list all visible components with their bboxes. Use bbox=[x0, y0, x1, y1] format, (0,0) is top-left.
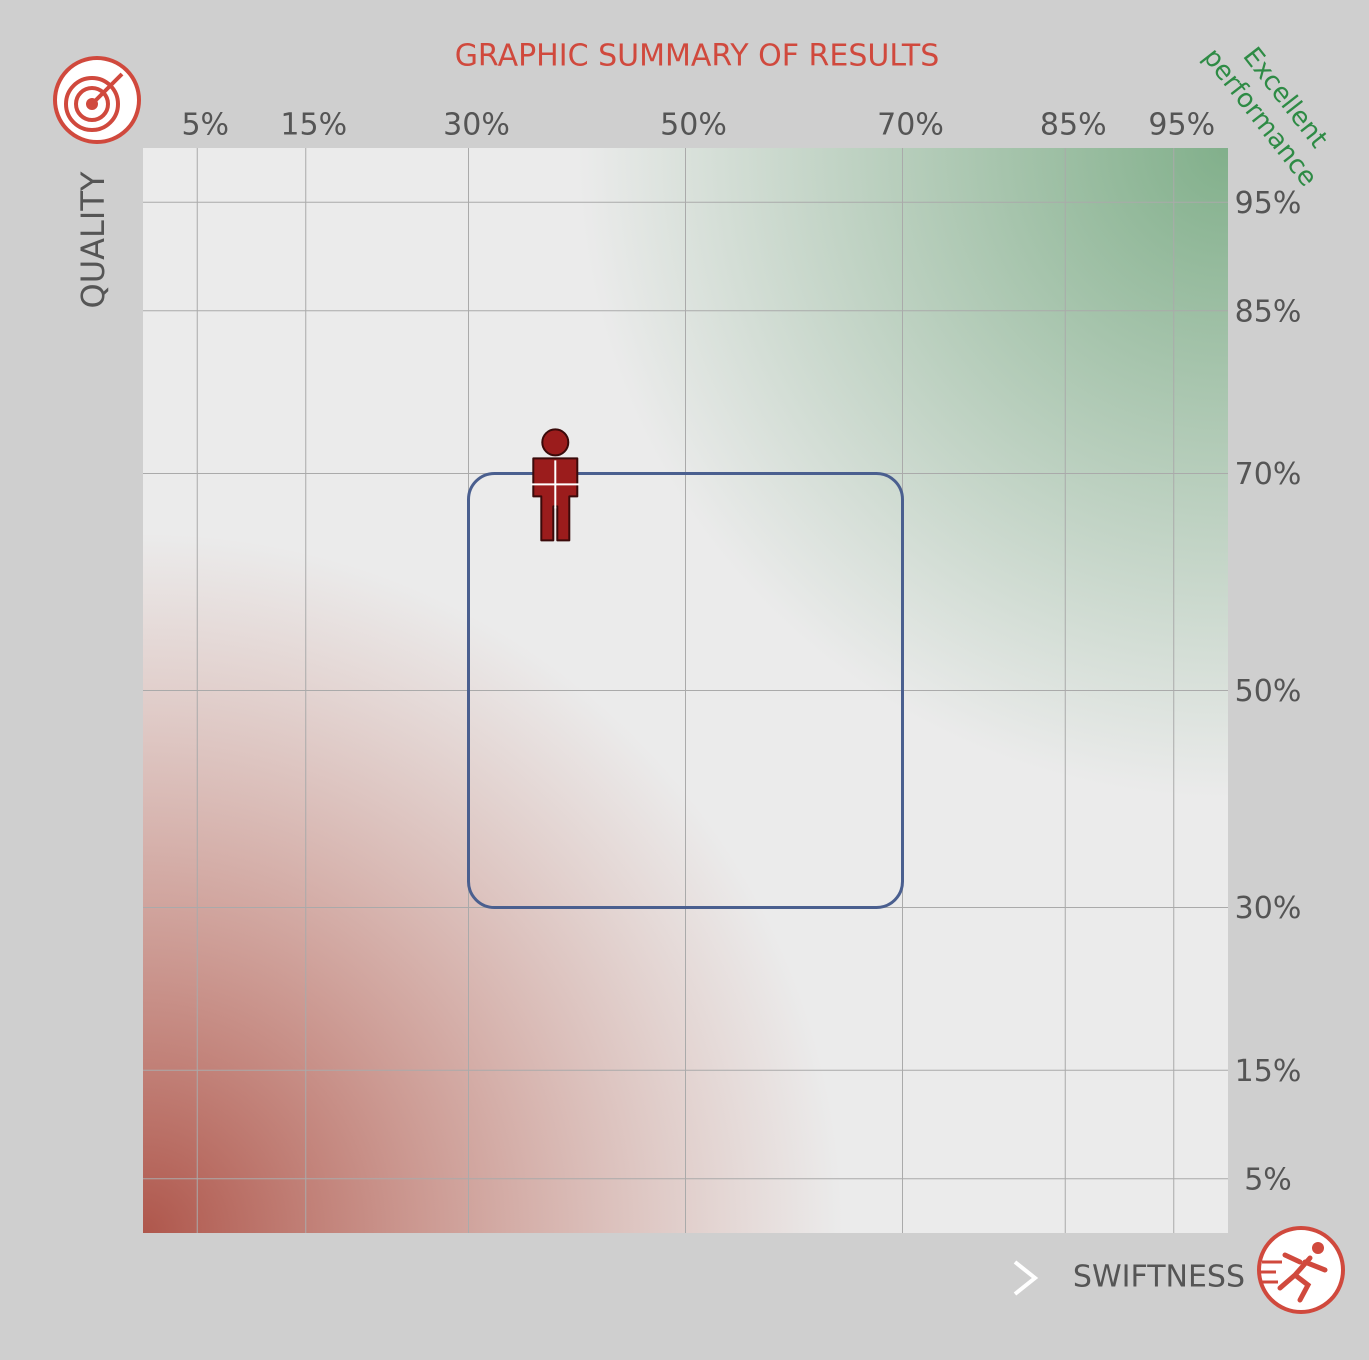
y-tick-label: 50% bbox=[1235, 674, 1302, 709]
x-tick-label: 15% bbox=[280, 108, 347, 143]
x-tick-label: 85% bbox=[1040, 108, 1107, 143]
y-axis-label: QUALITY bbox=[74, 171, 112, 308]
x-tick-label: 50% bbox=[660, 108, 727, 143]
y-tick-label: 30% bbox=[1235, 891, 1302, 926]
chart-title: GRAPHIC SUMMARY OF RESULTS bbox=[455, 39, 940, 74]
y-tick-label: 5% bbox=[1244, 1162, 1292, 1197]
chart: GRAPHIC SUMMARY OF RESULTS QUALITY SWIFT… bbox=[0, 0, 1369, 1360]
x-tick-label: 30% bbox=[443, 108, 510, 143]
y-tick-label: 15% bbox=[1235, 1054, 1302, 1089]
y-tick-label: 95% bbox=[1235, 186, 1302, 221]
x-tick-label: 5% bbox=[181, 108, 229, 143]
grid bbox=[143, 148, 1228, 1233]
y-tick-label: 85% bbox=[1235, 294, 1302, 329]
target-icon bbox=[55, 58, 139, 142]
person-head bbox=[542, 429, 568, 455]
y-tick-label: 70% bbox=[1235, 457, 1302, 492]
page: GRAPHIC SUMMARY OF RESULTS QUALITY SWIFT… bbox=[0, 0, 1369, 1360]
x-tick-label: 70% bbox=[877, 108, 944, 143]
x-tick-label: 95% bbox=[1148, 108, 1215, 143]
runner-icon bbox=[1258, 1228, 1343, 1312]
x-axis-label: SWIFTNESS bbox=[1073, 1260, 1245, 1295]
